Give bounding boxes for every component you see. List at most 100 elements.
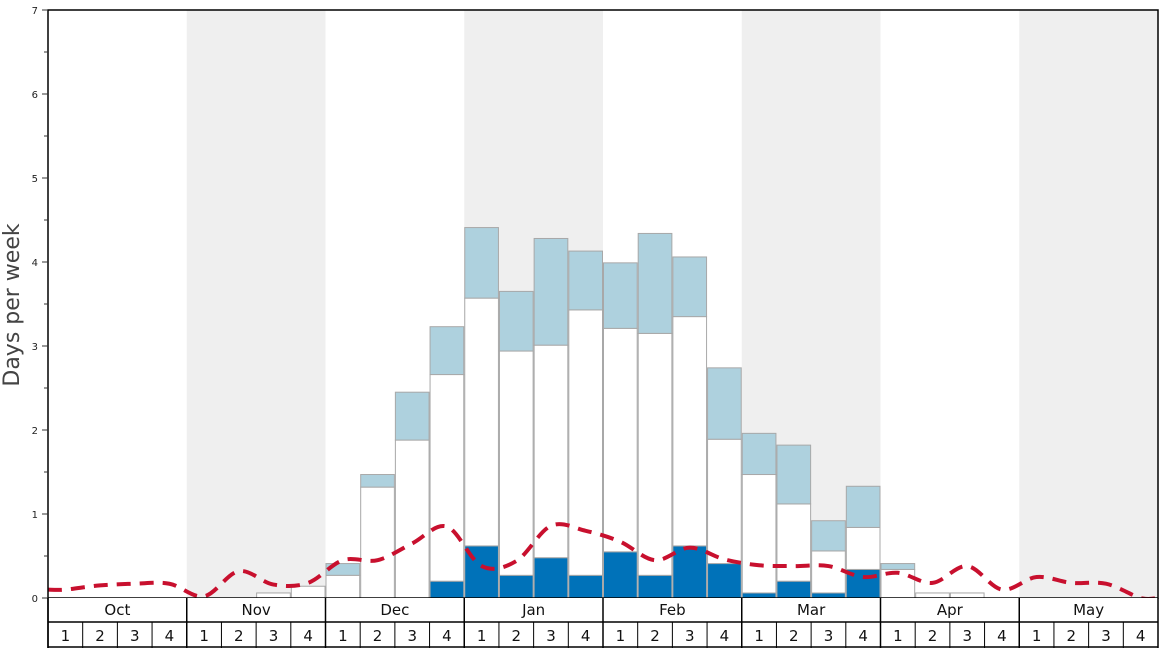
- week-label-dec-2: 2: [373, 627, 383, 645]
- week-label-may-1: 1: [1032, 627, 1042, 645]
- y-axis: 0 1 2 3 4 5 6 7: [32, 6, 48, 605]
- bar-light-segment-week-10: [360, 474, 395, 488]
- week-label-apr-4: 4: [997, 627, 1007, 645]
- week-label-jan-4: 4: [581, 627, 591, 645]
- week-label-oct-1: 1: [61, 627, 71, 645]
- y-tick-label-7: 7: [32, 6, 38, 17]
- bar-white-segment-week-7: [256, 592, 291, 599]
- bars: [256, 227, 985, 599]
- week-label-apr-2: 2: [928, 627, 938, 645]
- bar-light-segment-week-21: [741, 432, 777, 476]
- week-label-nov-3: 3: [269, 627, 279, 645]
- bar-light-segment-week-18: [637, 232, 673, 334]
- week-label-mar-1: 1: [754, 627, 764, 645]
- bar-light-segment-week-15: [533, 237, 569, 346]
- week-label-oct-2: 2: [95, 627, 105, 645]
- week-label-dec-4: 4: [442, 627, 452, 645]
- x-axis: Oct 1 2 3 4 Nov 1 2 3 4 Dec 1 2 3 4 Jan 1 2 3 4 Feb 1 2 3 4 Mar 1 2…: [47, 598, 1159, 648]
- week-label-mar-4: 4: [858, 627, 868, 645]
- week-label-feb-3: 3: [685, 627, 695, 645]
- bar-white-segment-week-10: [360, 486, 395, 599]
- bar-white-segment-week-21: [741, 474, 777, 594]
- bar-light-segment-week-23: [811, 520, 846, 552]
- week-label-feb-4: 4: [720, 627, 730, 645]
- week-label-oct-3: 3: [130, 627, 140, 645]
- bar-light-segment-week-16: [568, 250, 603, 311]
- bar-white-segment-week-12: [429, 374, 465, 582]
- bar-light-segment-week-20: [707, 367, 742, 440]
- week-label-may-4: 4: [1136, 627, 1146, 645]
- bar-dark-segment-week-21: [741, 592, 777, 599]
- y-tick-label-1: 1: [32, 510, 38, 521]
- week-label-apr-3: 3: [962, 627, 972, 645]
- y-tick-label-3: 3: [32, 342, 38, 353]
- bar-white-segment-week-27: [949, 592, 985, 599]
- month-label-may: May: [1073, 601, 1104, 619]
- month-label-jan: Jan: [521, 601, 545, 619]
- week-label-may-2: 2: [1067, 627, 1077, 645]
- month-band-nov: [186, 10, 326, 598]
- bar-white-segment-week-18: [637, 332, 673, 576]
- bar-light-segment-week-17: [603, 262, 638, 329]
- month-label-nov: Nov: [241, 601, 270, 619]
- bar-dark-segment-week-23: [811, 592, 846, 599]
- bar-dark-segment-week-14: [498, 574, 534, 599]
- bar-dark-segment-week-19: [672, 545, 708, 599]
- bar-light-segment-week-14: [498, 290, 534, 352]
- week-label-jan-3: 3: [546, 627, 556, 645]
- bar-white-segment-week-19: [672, 316, 708, 547]
- month-band-may: [1019, 10, 1158, 598]
- week-label-may-3: 3: [1101, 627, 1111, 645]
- bar-dark-segment-week-12: [429, 580, 465, 599]
- bar-light-segment-week-19: [672, 256, 708, 318]
- bar-light-segment-week-13: [464, 227, 499, 299]
- bar-light-segment-week-9: [325, 563, 361, 576]
- y-tick-label-4: 4: [32, 258, 38, 269]
- bar-white-segment-week-9: [325, 574, 361, 599]
- bar-white-segment-week-23: [811, 550, 846, 594]
- month-label-oct: Oct: [104, 601, 130, 619]
- bar-white-segment-week-16: [568, 309, 603, 576]
- y-tick-label-6: 6: [32, 90, 38, 101]
- bar-white-segment-week-24: [845, 526, 881, 570]
- month-label-mar: Mar: [797, 601, 826, 619]
- bar-white-segment-week-20: [707, 438, 742, 565]
- week-label-nov-4: 4: [303, 627, 313, 645]
- week-label-mar-3: 3: [824, 627, 834, 645]
- bar-white-segment-week-22: [776, 503, 812, 582]
- week-label-dec-3: 3: [407, 627, 417, 645]
- week-label-feb-1: 1: [616, 627, 626, 645]
- bar-light-segment-week-22: [776, 444, 812, 505]
- week-label-oct-4: 4: [165, 627, 175, 645]
- week-label-feb-2: 2: [650, 627, 660, 645]
- y-axis-title: Days per week: [0, 223, 25, 386]
- week-label-jan-2: 2: [512, 627, 522, 645]
- month-label-apr: Apr: [937, 601, 964, 619]
- bar-light-segment-week-11: [394, 391, 430, 441]
- week-label-mar-2: 2: [789, 627, 799, 645]
- bar-light-segment-week-25: [880, 563, 916, 570]
- bar-light-segment-week-24: [845, 485, 881, 528]
- week-label-apr-1: 1: [893, 627, 903, 645]
- trend-line: [47, 522, 1159, 602]
- bar-white-segment-week-11: [394, 439, 430, 599]
- bar-dark-segment-week-17: [603, 551, 638, 599]
- bar-dark-segment-week-15: [533, 557, 569, 599]
- bar-light-segment-week-12: [429, 326, 465, 376]
- bar-white-segment-week-17: [603, 327, 638, 553]
- week-label-nov-1: 1: [199, 627, 209, 645]
- week-label-dec-1: 1: [338, 627, 348, 645]
- bar-white-segment-week-14: [498, 350, 534, 576]
- week-label-nov-2: 2: [234, 627, 244, 645]
- bar-white-segment-week-13: [464, 297, 499, 547]
- y-tick-label-0: 0: [32, 594, 38, 605]
- bar-dark-segment-week-20: [707, 563, 742, 599]
- y-tick-label-5: 5: [32, 174, 38, 185]
- month-label-dec: Dec: [380, 601, 409, 619]
- y-tick-label-2: 2: [32, 426, 38, 437]
- bar-dark-segment-week-16: [568, 574, 603, 599]
- bar-dark-segment-week-18: [637, 574, 673, 599]
- bar-dark-segment-week-22: [776, 580, 812, 599]
- week-label-jan-1: 1: [477, 627, 487, 645]
